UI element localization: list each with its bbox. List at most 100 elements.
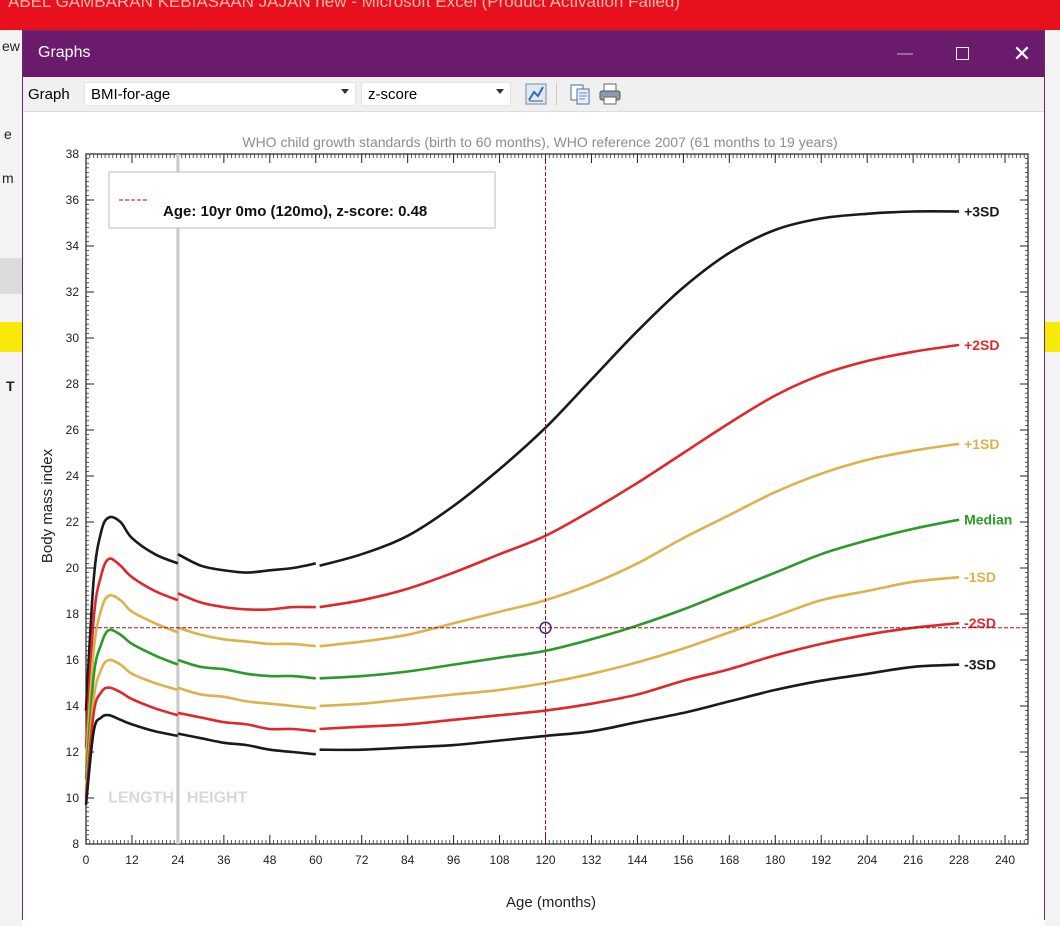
chart-title: WHO child growth standards (birth to 60 … — [242, 134, 837, 150]
legend-box — [108, 171, 496, 229]
graph-label: Graph — [28, 86, 70, 103]
x-tick-label: 228 — [949, 853, 969, 867]
x-axis-label: Age (months) — [506, 894, 596, 911]
series-line-segment — [319, 210, 960, 567]
series-line-segment — [84, 686, 179, 799]
y-tick-label: 38 — [66, 147, 80, 161]
x-tick-label: 24 — [171, 853, 185, 867]
series-line-segment — [177, 686, 316, 710]
series-Median-line — [84, 518, 960, 780]
series-line-segment — [177, 592, 316, 611]
series-label: +3SD — [964, 204, 999, 220]
series-line-segment — [177, 658, 316, 680]
series-label: +1SD — [964, 436, 999, 452]
series-line-segment — [84, 628, 179, 780]
x-tick-label: 12 — [125, 853, 139, 867]
x-tick-label: 72 — [355, 853, 369, 867]
y-tick-label: 10 — [66, 791, 80, 805]
chevron-down-icon — [496, 89, 504, 94]
series-minus3SD-line — [84, 663, 960, 806]
chart-options-icon — [525, 83, 547, 105]
excel-side-text: e — [4, 126, 12, 142]
legend-label: Age: 10yr 0mo (120mo), z-score: 0.48 — [163, 203, 427, 220]
region-label-height: HEIGHT — [187, 790, 248, 807]
series-line-segment — [319, 442, 960, 648]
copy-button[interactable] — [568, 82, 592, 106]
series-plus2SD-line — [84, 343, 960, 748]
series-line-segment — [84, 658, 179, 792]
excel-side-text: m — [2, 170, 14, 186]
score-type-value: z-score — [368, 86, 418, 103]
print-icon — [599, 83, 621, 105]
y-tick-label: 20 — [66, 561, 80, 575]
toolbar-separator — [556, 83, 557, 105]
series-label: -2SD — [964, 615, 996, 631]
series-line-segment — [319, 343, 960, 609]
y-tick-label: 8 — [72, 837, 79, 851]
window-title-bar[interactable]: Graphs — ✕ — [23, 31, 1044, 77]
series-line-segment — [177, 626, 316, 648]
y-axis-label: Body mass index — [39, 448, 56, 563]
close-button[interactable]: ✕ — [1012, 41, 1032, 66]
graph-type-select[interactable]: BMI-for-age — [84, 82, 356, 106]
series-line-segment — [177, 553, 317, 574]
series-label: -3SD — [964, 657, 996, 673]
chart-options-button[interactable] — [524, 82, 548, 106]
x-tick-label: 156 — [673, 853, 693, 867]
graphs-window: Graphs — ✕ Graph BMI-for-age z-score — [22, 30, 1045, 920]
y-tick-label: 30 — [66, 331, 80, 345]
y-tick-label: 12 — [66, 745, 80, 759]
series-line-segment — [84, 515, 179, 711]
series-line-segment — [319, 575, 960, 708]
excel-side-text: ew — [2, 38, 20, 54]
x-tick-label: 48 — [263, 853, 277, 867]
x-tick-label: 216 — [903, 853, 923, 867]
graph-type-value: BMI-for-age — [91, 86, 171, 103]
excel-side-text: T — [6, 378, 15, 394]
x-tick-label: 180 — [765, 853, 785, 867]
series-label: Median — [964, 512, 1012, 528]
x-tick-label: 204 — [857, 853, 877, 867]
y-tick-label: 24 — [66, 469, 80, 483]
series-line-segment — [84, 593, 179, 764]
x-tick-label: 60 — [309, 853, 323, 867]
x-tick-label: 192 — [811, 853, 831, 867]
legend: Age: 10yr 0mo (120mo), z-score: 0.48 — [108, 171, 496, 229]
x-tick-label: 36 — [217, 853, 231, 867]
excel-right-strip — [1045, 30, 1060, 926]
x-tick-label: 240 — [995, 853, 1015, 867]
series-line-segment — [84, 713, 179, 806]
series-minus2SD-line — [84, 621, 960, 799]
x-tick-label: 132 — [581, 853, 601, 867]
print-button[interactable] — [598, 82, 622, 106]
graph-toolbar: Graph BMI-for-age z-score — [23, 77, 1044, 112]
x-tick-label: 144 — [627, 853, 647, 867]
series-minus1SD-line — [84, 575, 960, 792]
x-tick-label: 84 — [401, 853, 415, 867]
minimize-button[interactable]: — — [897, 45, 913, 62]
y-tick-label: 28 — [66, 377, 80, 391]
copy-icon — [570, 84, 590, 105]
x-tick-label: 120 — [535, 853, 555, 867]
y-tick-label: 36 — [66, 193, 80, 207]
series-line-segment — [319, 518, 960, 680]
x-tick-label: 0 — [83, 853, 90, 867]
score-type-select[interactable]: z-score — [361, 82, 511, 106]
excel-left-strip — [0, 30, 22, 926]
y-tick-label: 26 — [66, 423, 80, 437]
window-title: Graphs — [38, 44, 91, 61]
y-tick-label: 34 — [66, 239, 80, 253]
bmi-chart: WHO child growth standards (birth to 60 … — [23, 112, 1044, 920]
series-plus1SD-line — [84, 442, 960, 764]
chevron-down-icon — [341, 89, 349, 94]
series-line-segment — [84, 557, 179, 748]
excel-title: ABEL GAMBARAN KEBIASAAN JAJAN new - Micr… — [8, 0, 681, 11]
maximize-button[interactable] — [941, 39, 985, 69]
series-plus3SD-line — [84, 210, 960, 711]
series-label: -1SD — [964, 569, 996, 585]
measurement-marker — [539, 621, 552, 635]
series-line-segment — [319, 663, 960, 752]
y-tick-label: 14 — [66, 699, 80, 713]
y-tick-label: 32 — [66, 285, 80, 299]
chart-background — [23, 112, 1044, 920]
